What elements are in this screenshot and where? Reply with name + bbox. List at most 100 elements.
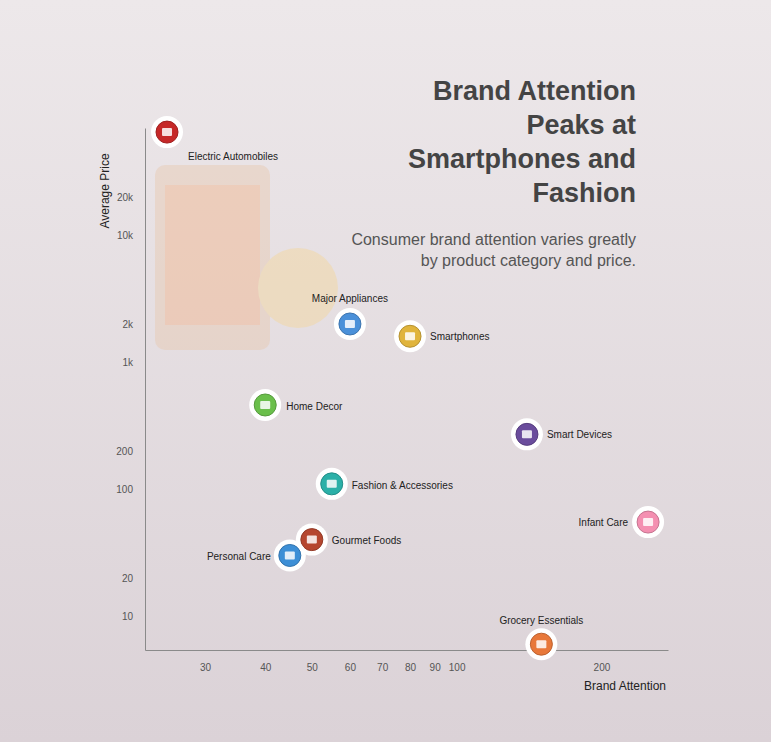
point-group	[394, 320, 426, 352]
x-tick-label: 80	[405, 662, 417, 673]
x-tick-label: 50	[307, 662, 319, 673]
point	[516, 423, 538, 445]
y-tick-label: 200	[116, 446, 133, 457]
decoration	[155, 165, 338, 350]
x-tick-label: 60	[345, 662, 357, 673]
x-tick: 40	[260, 650, 272, 673]
point-icon	[522, 430, 532, 438]
x-tick: 200	[594, 650, 611, 673]
x-axis: 30 40 50 60 70 80 90 100 200	[146, 650, 669, 673]
point-group	[249, 389, 281, 421]
deco-screen	[165, 185, 260, 325]
x-tick: 100	[449, 650, 466, 673]
point	[254, 394, 276, 416]
point-label: Smartphones	[430, 331, 489, 342]
y-tick-label: 10k	[117, 230, 134, 241]
point-halo	[249, 389, 281, 421]
point-label: Grocery Essentials	[499, 615, 583, 626]
point-halo	[394, 320, 426, 352]
point-group	[334, 308, 366, 340]
y-tick-label: 20	[122, 573, 134, 584]
point	[339, 313, 361, 335]
y-axis: 10 20 100 200 1k 2k 10k 20k	[116, 129, 145, 651]
y-axis-title: Average Price	[98, 153, 112, 228]
x-axis-title: Brand Attention	[584, 679, 666, 693]
y-tick-label: 1k	[122, 357, 134, 368]
point-halo	[525, 628, 557, 660]
point	[279, 544, 301, 566]
point-labels: Electric Automobiles Major Appliances Smar…	[188, 151, 629, 626]
point-group	[632, 506, 664, 538]
point-group	[511, 418, 543, 450]
point-halo	[334, 308, 366, 340]
point-icon	[307, 536, 317, 544]
x-tick: 70	[377, 650, 389, 673]
x-tick-label: 30	[200, 662, 212, 673]
point-halo	[316, 468, 348, 500]
title-group: Brand AttentionPeaks atSmartphones andFa…	[408, 76, 636, 208]
point-halo	[151, 116, 183, 148]
point-label: Electric Automobiles	[188, 151, 278, 162]
point-halo	[511, 418, 543, 450]
subtitle: Consumer brand attention varies greatlyb…	[351, 231, 636, 269]
y-tick: 10	[122, 611, 145, 622]
point-icon	[536, 640, 546, 648]
point	[530, 633, 552, 655]
subtitle-group: Consumer brand attention varies greatlyb…	[351, 231, 636, 269]
point-icon	[162, 128, 172, 136]
point-label: Infant Care	[579, 517, 629, 528]
y-tick-label: 10	[122, 611, 134, 622]
x-tick-label: 100	[449, 662, 466, 673]
point-label: Major Appliances	[312, 293, 388, 304]
deco-phone	[155, 165, 270, 350]
point-group	[525, 628, 557, 660]
deco-badge	[258, 248, 338, 328]
y-tick: 100	[116, 484, 145, 495]
background	[0, 0, 771, 742]
y-tick: 20	[122, 573, 145, 584]
y-axis-line	[145, 129, 146, 651]
points	[151, 116, 664, 660]
y-tick: 1k	[122, 357, 145, 368]
point-icon	[260, 401, 270, 409]
y-tick: 2k	[122, 319, 145, 330]
point-label: Smart Devices	[547, 429, 612, 440]
point	[321, 473, 343, 495]
x-tick: 80	[405, 650, 417, 673]
point	[637, 511, 659, 533]
y-tick-label: 2k	[122, 319, 134, 330]
x-tick-label: 70	[377, 662, 389, 673]
point-label: Home Decor	[286, 401, 343, 412]
x-tick-label: 200	[594, 662, 611, 673]
point-icon	[285, 551, 295, 559]
point-icon	[327, 480, 337, 488]
x-tick: 90	[430, 650, 442, 673]
y-tick: 200	[116, 446, 145, 457]
x-tick: 60	[345, 650, 357, 673]
point-label: Fashion & Accessories	[352, 480, 453, 491]
y-tick-label: 100	[116, 484, 133, 495]
point-icon	[643, 518, 653, 526]
point-label: Personal Care	[207, 551, 271, 562]
y-tick: 20k	[117, 192, 145, 203]
point-group	[151, 116, 183, 148]
point-group	[316, 468, 348, 500]
point-icon	[405, 332, 415, 340]
point	[156, 121, 178, 143]
point	[399, 325, 421, 347]
point	[301, 529, 323, 551]
point-halo	[274, 539, 306, 571]
y-tick-label: 20k	[117, 192, 134, 203]
x-tick: 50	[307, 650, 319, 673]
x-tick-label: 40	[260, 662, 272, 673]
chart: 30 40 50 60 70 80 90 100 200 10 20 100 200 1k 2k 10k 20k…	[0, 0, 771, 742]
title: Brand AttentionPeaks atSmartphones andFa…	[408, 76, 636, 208]
y-tick: 10k	[117, 230, 145, 241]
x-axis-line	[146, 650, 669, 651]
point-halo	[632, 506, 664, 538]
point-icon	[345, 320, 355, 328]
point-group	[274, 539, 306, 571]
point-label: Gourmet Foods	[332, 535, 401, 546]
x-tick: 30	[200, 650, 212, 673]
x-tick-label: 90	[430, 662, 442, 673]
